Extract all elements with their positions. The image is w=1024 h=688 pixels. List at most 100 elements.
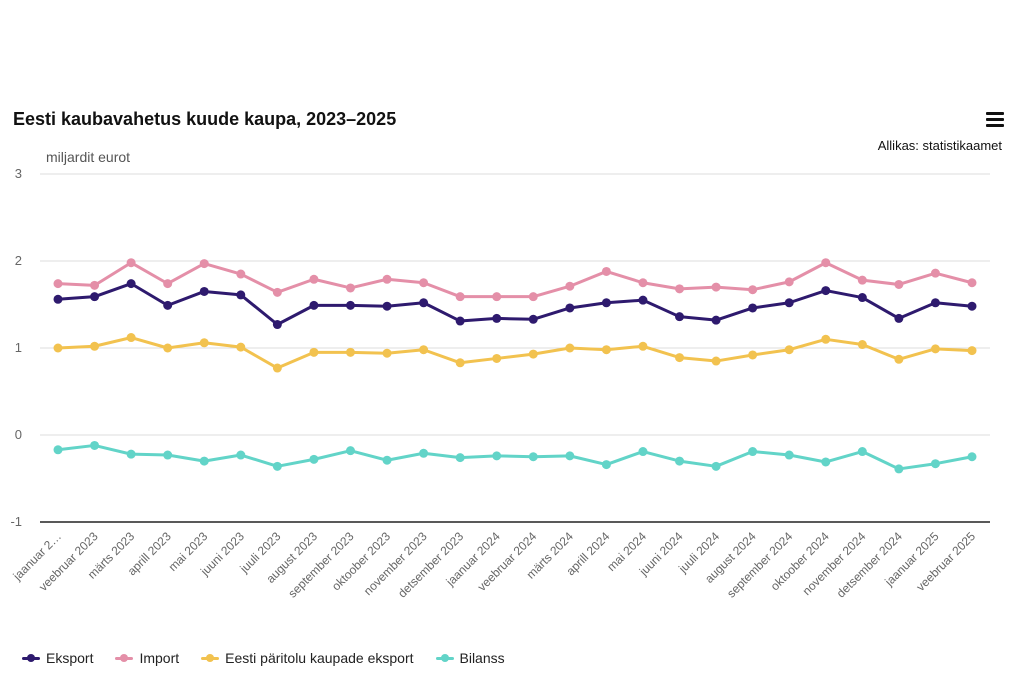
data-point-eesti-päritolu-kaupade-eksport bbox=[894, 354, 904, 364]
data-point-eesti-päritolu-kaupade-eksport bbox=[821, 334, 831, 344]
data-point-import bbox=[565, 281, 575, 291]
data-point-eksport bbox=[784, 298, 794, 308]
data-point-import bbox=[601, 266, 611, 276]
source-label: Allikas: statistikaamet bbox=[877, 138, 1002, 153]
data-point-eesti-päritolu-kaupade-eksport bbox=[90, 341, 100, 351]
data-point-import bbox=[492, 292, 502, 302]
data-point-import bbox=[930, 268, 940, 278]
data-point-bilanss bbox=[967, 452, 977, 462]
legend-item[interactable]: Import bbox=[115, 650, 179, 666]
data-point-eesti-päritolu-kaupade-eksport bbox=[857, 340, 867, 350]
data-point-import bbox=[967, 278, 977, 288]
data-point-eksport bbox=[711, 315, 721, 325]
data-point-bilanss bbox=[382, 455, 392, 465]
data-point-eesti-päritolu-kaupade-eksport bbox=[748, 350, 758, 360]
legend-swatch-icon bbox=[435, 652, 454, 664]
data-point-import bbox=[675, 284, 685, 294]
legend-item[interactable]: Bilanss bbox=[435, 650, 505, 666]
chart-legend: Eksport Import Eesti päritolu kaupade eksp… bbox=[22, 650, 505, 666]
data-point-import bbox=[90, 280, 100, 290]
data-point-import bbox=[821, 258, 831, 268]
data-point-bilanss bbox=[784, 450, 794, 460]
data-point-eesti-päritolu-kaupade-eksport bbox=[382, 348, 392, 358]
data-point-bilanss bbox=[675, 456, 685, 466]
data-point-import bbox=[857, 275, 867, 285]
data-point-eksport bbox=[528, 314, 538, 324]
data-point-eesti-päritolu-kaupade-eksport bbox=[492, 353, 502, 363]
y-axis-title: miljardit eurot bbox=[46, 149, 130, 165]
series-line-import bbox=[56, 261, 974, 299]
data-point-bilanss bbox=[419, 448, 429, 458]
data-point-import bbox=[53, 279, 63, 289]
data-point-import bbox=[419, 278, 429, 288]
x-tick-label: november 2023 bbox=[361, 529, 430, 598]
data-point-bilanss bbox=[309, 454, 319, 464]
data-point-eksport bbox=[675, 312, 685, 322]
series-line-bilanss bbox=[56, 443, 974, 471]
data-point-import bbox=[272, 287, 282, 297]
legend-item[interactable]: Eksport bbox=[22, 650, 93, 666]
legend-swatch-icon bbox=[201, 652, 220, 664]
data-point-bilanss bbox=[528, 452, 538, 462]
data-point-eksport bbox=[565, 303, 575, 313]
data-point-eksport bbox=[90, 292, 100, 302]
data-point-eesti-päritolu-kaupade-eksport bbox=[309, 347, 319, 357]
data-point-eksport bbox=[857, 293, 867, 303]
chart-title: Eesti kaubavahetus kuude kaupa, 2023–202… bbox=[13, 109, 397, 129]
data-point-eksport bbox=[967, 301, 977, 311]
data-point-eksport bbox=[236, 290, 246, 300]
data-point-bilanss bbox=[601, 460, 611, 470]
data-point-eksport bbox=[821, 286, 831, 296]
data-point-eksport bbox=[309, 300, 319, 310]
legend-label: Bilanss bbox=[459, 650, 505, 666]
data-point-eksport bbox=[53, 294, 63, 304]
data-point-bilanss bbox=[272, 461, 282, 471]
legend-label: Eesti päritolu kaupade eksport bbox=[225, 650, 414, 666]
data-point-bilanss bbox=[53, 445, 63, 455]
data-point-eksport bbox=[601, 298, 611, 308]
x-tick-label: september 2024 bbox=[724, 529, 795, 600]
data-point-bilanss bbox=[711, 461, 721, 471]
x-tick-label: september 2023 bbox=[285, 529, 356, 600]
data-point-eesti-päritolu-kaupade-eksport bbox=[528, 349, 538, 359]
data-point-eesti-päritolu-kaupade-eksport bbox=[199, 338, 209, 348]
data-point-bilanss bbox=[492, 451, 502, 461]
data-point-eesti-päritolu-kaupade-eksport bbox=[784, 345, 794, 355]
x-tick-label: november 2024 bbox=[800, 529, 869, 598]
legend-label: Import bbox=[139, 650, 180, 666]
data-point-eksport bbox=[455, 316, 465, 326]
data-point-eesti-päritolu-kaupade-eksport bbox=[601, 345, 611, 355]
x-tick-label: detsember 2024 bbox=[834, 529, 905, 600]
data-point-eesti-päritolu-kaupade-eksport bbox=[967, 346, 977, 356]
series-line-eksport bbox=[56, 282, 974, 327]
data-point-import bbox=[784, 277, 794, 287]
data-point-eksport bbox=[345, 300, 355, 310]
data-point-eksport bbox=[638, 295, 648, 305]
x-tick-label: detsember 2023 bbox=[395, 529, 466, 600]
data-point-import bbox=[126, 258, 136, 268]
legend-item[interactable]: Eesti päritolu kaupade eksport bbox=[201, 650, 414, 666]
data-point-import bbox=[711, 282, 721, 292]
legend-swatch-icon bbox=[22, 652, 40, 664]
data-point-import bbox=[163, 279, 173, 289]
data-point-bilanss bbox=[638, 447, 648, 457]
data-point-eesti-päritolu-kaupade-eksport bbox=[419, 345, 429, 355]
data-point-bilanss bbox=[455, 453, 465, 463]
data-point-eesti-päritolu-kaupade-eksport bbox=[930, 344, 940, 354]
data-point-import bbox=[199, 259, 209, 269]
data-point-bilanss bbox=[90, 440, 100, 450]
data-point-eesti-päritolu-kaupade-eksport bbox=[126, 333, 136, 343]
data-point-eksport bbox=[382, 301, 392, 311]
data-point-eesti-päritolu-kaupade-eksport bbox=[345, 347, 355, 357]
data-point-import bbox=[748, 285, 758, 295]
data-point-import bbox=[236, 269, 246, 279]
data-point-bilanss bbox=[857, 447, 867, 457]
data-point-eesti-päritolu-kaupade-eksport bbox=[236, 342, 246, 352]
hamburger-menu-icon[interactable] bbox=[986, 112, 1004, 128]
y-tick-label: 3 bbox=[15, 166, 22, 181]
data-point-eesti-päritolu-kaupade-eksport bbox=[565, 343, 575, 353]
data-point-import bbox=[309, 274, 319, 284]
data-point-import bbox=[382, 274, 392, 284]
data-point-eesti-päritolu-kaupade-eksport bbox=[272, 363, 282, 373]
